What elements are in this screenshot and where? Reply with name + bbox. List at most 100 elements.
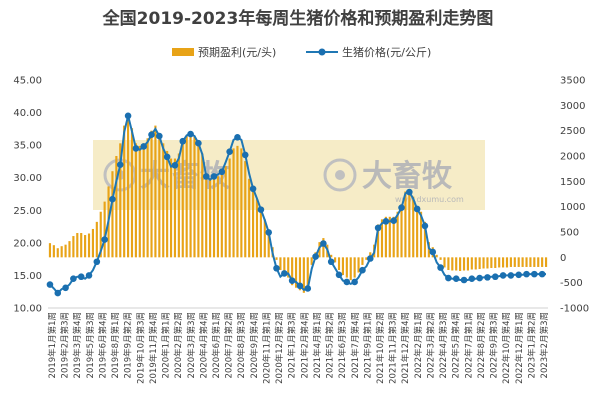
- profit-bar: [146, 138, 149, 258]
- profit-bar: [400, 204, 403, 258]
- profit-bar: [470, 257, 473, 270]
- profit-bar: [423, 221, 427, 258]
- profit-bar: [48, 243, 52, 258]
- price-point: [484, 274, 491, 281]
- profit-bar: [189, 134, 192, 258]
- profit-bar: [216, 176, 219, 258]
- x-tick-label: 2023年1月第2周: [526, 312, 537, 378]
- profit-bar: [64, 244, 67, 258]
- profit-bar: [119, 143, 122, 258]
- price-point: [202, 173, 210, 180]
- x-tick-label: 2019年6月第4周: [97, 312, 108, 378]
- price-point: [93, 258, 101, 266]
- profit-bar: [298, 257, 302, 291]
- watermark-logo-dot: [335, 170, 345, 180]
- profit-bar: [205, 173, 208, 258]
- price-point: [101, 236, 108, 243]
- axes: 10.00 15.00 20.00 25.00 30.00 35.00 40.00 45.00…: [13, 76, 589, 315]
- left-axis-tick: 35.00: [13, 141, 42, 152]
- price-point: [320, 240, 327, 247]
- price-point: [148, 131, 155, 139]
- profit-bar: [84, 235, 87, 258]
- price-point: [46, 281, 54, 288]
- profit-bar: [529, 257, 532, 267]
- right-axis-tick: -500: [560, 278, 583, 289]
- profit-bar: [419, 211, 423, 258]
- chart-title: 全国2019-2023年每周生猪价格和预期盈利走势图: [102, 8, 494, 29]
- profit-bar: [447, 257, 450, 270]
- x-tick-label: 2020年12月第2周: [274, 312, 285, 384]
- profit-bar: [459, 257, 462, 272]
- x-tick-label: 2019年8月第1周: [110, 312, 121, 378]
- profit-bar: [127, 115, 130, 258]
- price-point: [476, 274, 483, 282]
- right-axis-tick: 3500: [560, 76, 585, 87]
- right-axis-tick: 0: [560, 253, 566, 264]
- x-tick-label: 2022年3月第2周: [425, 312, 436, 378]
- profit-bar: [474, 257, 477, 270]
- x-tick-label: 2019年10月第3周: [135, 312, 146, 384]
- profit-bar: [91, 228, 94, 258]
- profit-bar: [87, 233, 91, 258]
- price-point: [281, 270, 288, 277]
- profit-bar: [544, 257, 548, 267]
- profit-bar: [502, 257, 505, 268]
- price-point: [515, 271, 523, 279]
- profit-bar: [68, 241, 71, 258]
- profit-bar: [388, 216, 391, 258]
- price-point: [54, 289, 62, 297]
- left-axis-tick: 45.00: [13, 76, 42, 87]
- profit-bar: [509, 257, 512, 267]
- profit-bar: [334, 257, 337, 263]
- profit-bar: [267, 229, 270, 258]
- profit-bar: [134, 143, 137, 258]
- price-point: [460, 276, 468, 284]
- profit-bar: [482, 257, 485, 269]
- price-point: [366, 255, 374, 262]
- profit-bar: [240, 148, 243, 258]
- right-axis-tick: 1000: [560, 202, 585, 213]
- x-tick-label: 2020年3月第3周: [186, 312, 197, 378]
- profit-bar: [291, 257, 294, 286]
- x-tick-label: 2020年2月第2周: [173, 312, 184, 378]
- profit-bar: [197, 143, 200, 258]
- right-axis-tick: -1000: [560, 304, 589, 315]
- x-tick-label: 2019年9月第2周: [123, 312, 134, 378]
- profit-bar: [138, 145, 141, 258]
- price-point: [304, 285, 312, 292]
- right-axis-tick: 2000: [560, 152, 585, 163]
- profit-bar: [396, 211, 399, 258]
- profit-bar: [52, 245, 55, 258]
- x-tick-label: 2020年1月第1周: [161, 312, 172, 378]
- profit-bar: [455, 257, 458, 271]
- profit-bar: [123, 125, 126, 258]
- profit-bar: [244, 161, 247, 258]
- x-tick-label: 2020年7月第2周: [224, 312, 235, 378]
- left-axis-tick: 10.00: [13, 304, 42, 315]
- profit-bar: [111, 171, 114, 258]
- price-point: [312, 253, 319, 260]
- profit-bar: [490, 257, 493, 268]
- x-tick-label: 2020年6月第1周: [211, 312, 222, 378]
- price-point: [390, 217, 398, 225]
- x-tick-label: 2019年3月第4周: [72, 312, 83, 378]
- profit-bar: [232, 148, 235, 258]
- profit-bar: [404, 191, 407, 258]
- watermark-url: www.dxumu.com: [395, 195, 464, 204]
- price-point: [406, 188, 413, 196]
- profit-bar: [392, 216, 395, 258]
- price-point: [140, 143, 148, 150]
- profit-bar: [384, 216, 387, 258]
- profit-bar: [337, 257, 341, 270]
- profit-bar: [130, 128, 134, 258]
- profit-bar: [181, 140, 184, 258]
- profit-bar: [248, 178, 251, 258]
- price-point: [499, 272, 507, 279]
- x-tick-label: 2022年7月第1周: [463, 312, 474, 378]
- price-point: [257, 206, 265, 213]
- price-point: [538, 270, 546, 278]
- legend: 预期盈利(元/头) 生猪价格(元/公斤): [172, 45, 431, 59]
- profit-bar: [56, 248, 59, 258]
- x-tick-label: 2021年5月第2周: [325, 312, 336, 378]
